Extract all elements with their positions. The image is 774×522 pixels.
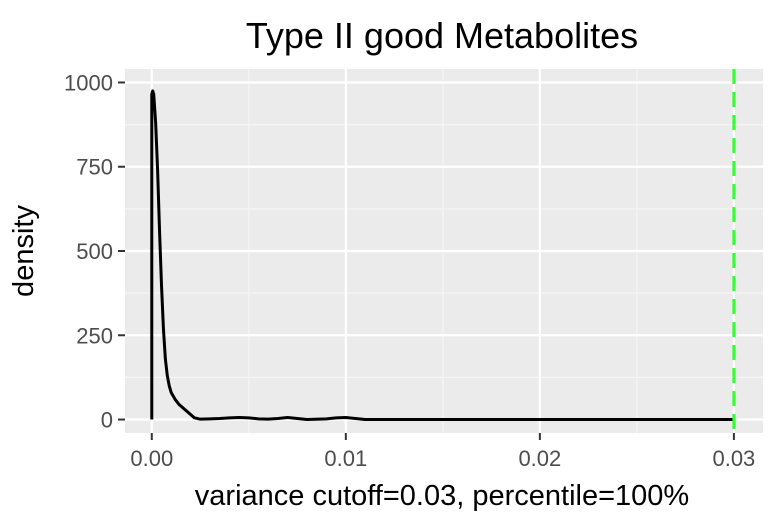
x-tick-label: 0.01: [324, 446, 367, 471]
y-tick-label: 750: [76, 155, 113, 180]
y-tick-label: 1000: [64, 70, 113, 95]
y-tick-label: 0: [101, 408, 113, 433]
x-axis: 0.00 0.01 0.02 0.03: [130, 433, 755, 471]
chart-title: Type II good Metabolites: [246, 15, 638, 56]
x-tick-label: 0.00: [130, 446, 173, 471]
y-axis-title: density: [8, 205, 40, 297]
y-tick-label: 250: [76, 323, 113, 348]
y-tick-label: 500: [76, 239, 113, 264]
x-tick-label: 0.02: [518, 446, 561, 471]
x-axis-title: variance cutoff=0.03, percentile=100%: [195, 480, 689, 512]
y-axis: 0 250 500 750 1000: [64, 70, 125, 433]
x-tick-label: 0.03: [712, 446, 755, 471]
density-line: [150, 89, 734, 422]
series-layer: [150, 69, 736, 433]
